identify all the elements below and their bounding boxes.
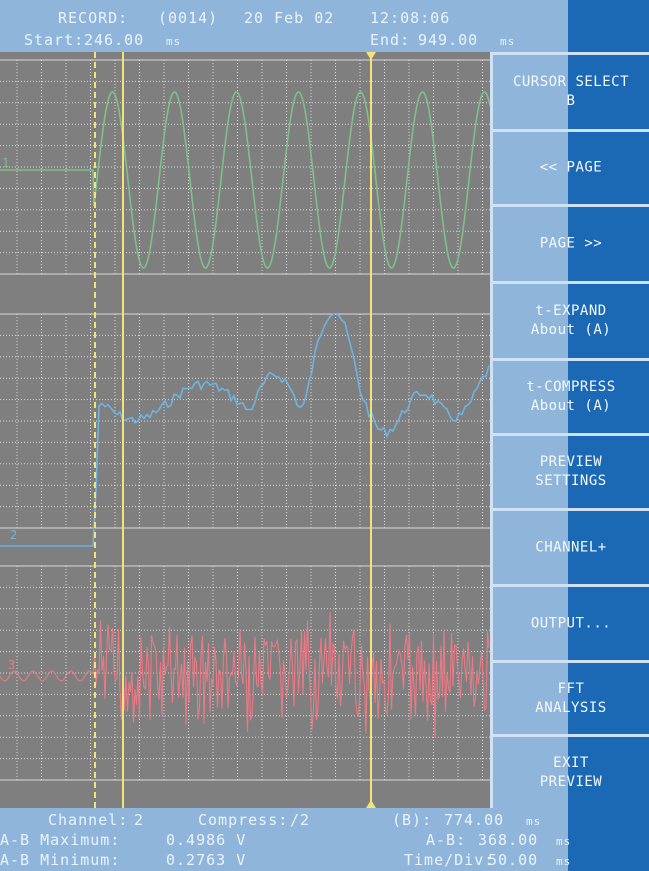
ab-value: 368.00 [478, 831, 539, 849]
cursor-line-left[interactable] [122, 52, 124, 808]
cursor-b-bottom-marker [366, 800, 376, 808]
b-value: 774.00 [444, 811, 505, 829]
output-label: OUTPUT... [530, 615, 612, 631]
exit-preview-label: EXIT PREVIEW [539, 754, 603, 790]
ab-minimum-value: 0.2763 V [166, 851, 247, 869]
page-forward-button[interactable]: PAGE >> [490, 204, 649, 281]
cursor-select-button[interactable]: CURSOR SELECT B [490, 52, 649, 129]
measurement-footer: Channel: 2 Compress: /2 (B): 774.00 ms A… [0, 808, 572, 871]
page-back-label: << PAGE [539, 159, 603, 176]
t-compress-button[interactable]: t-COMPRESS About (A) [490, 358, 649, 433]
start-value: 246.00 [84, 31, 145, 49]
start-unit: ms [166, 35, 182, 48]
channel-label: Channel: [48, 811, 129, 829]
preview-settings-button[interactable]: PREVIEW SETTINGS [490, 433, 649, 508]
ab-maximum-value: 0.4986 V [166, 831, 247, 849]
t-compress-label: t-COMPRESS About (A) [526, 379, 616, 414]
record-date: 20 Feb 02 [244, 9, 335, 27]
page-forward-label: PAGE >> [539, 235, 603, 252]
b-label: (B): [392, 811, 433, 829]
cursor-b-top-marker [366, 52, 376, 60]
channel-1-label: 1 [2, 156, 10, 170]
record-id: (0014) [158, 9, 219, 27]
ab-minimum-label: A-B Minimum: [0, 851, 121, 869]
fft-analysis-button[interactable]: FFT ANALYSIS [490, 660, 649, 734]
ab-label: A-B: [426, 831, 467, 849]
channel-2-label: 2 [10, 528, 18, 542]
end-value: 949.00 [418, 31, 479, 49]
exit-preview-button[interactable]: EXIT PREVIEW [490, 734, 649, 808]
softkey-panel: CURSOR SELECT B << PAGE PAGE >> t-EXPAND… [490, 52, 649, 808]
start-label: Start: [24, 31, 85, 49]
channel-2-trace [0, 312, 490, 547]
t-expand-button[interactable]: t-EXPAND About (A) [490, 281, 649, 358]
cursor-b-line[interactable] [370, 52, 372, 808]
ab-maximum-label: A-B Maximum: [0, 831, 121, 849]
plot-grid [0, 59, 490, 781]
time-div-label: Time/Div: [404, 851, 495, 869]
record-label: RECORD: [58, 9, 129, 27]
channel-1-trace [0, 91, 490, 269]
ab-unit: ms [556, 835, 572, 848]
channel-value: 2 [134, 811, 145, 829]
end-label: End: [370, 31, 411, 49]
preview-settings-label: PREVIEW SETTINGS [535, 454, 607, 489]
compress-value: /2 [290, 811, 311, 829]
compress-label: Compress: [198, 811, 289, 829]
channel-plus-label: CHANNEL+ [535, 539, 607, 555]
record-header: RECORD: (0014) 20 Feb 02 12:08:06 Start:… [0, 0, 568, 52]
b-unit: ms [526, 815, 542, 828]
end-unit: ms [500, 35, 516, 48]
channel-3-label: 3 [8, 658, 16, 672]
page-back-button[interactable]: << PAGE [490, 129, 649, 204]
time-div-value: 50.00 [488, 851, 539, 869]
cursor-select-label: CURSOR SELECT B [512, 74, 630, 109]
t-expand-label: t-EXPAND About (A) [530, 303, 612, 338]
channel-3-trace [0, 612, 490, 738]
channel-plus-button[interactable]: CHANNEL+ [490, 508, 649, 584]
fft-analysis-label: FFT ANALYSIS [535, 680, 607, 716]
time-div-unit: ms [556, 855, 572, 868]
output-button[interactable]: OUTPUT... [490, 584, 649, 660]
waveform-svg [0, 59, 490, 781]
cursor-a-marker[interactable] [94, 52, 96, 808]
record-time: 12:08:06 [370, 9, 451, 27]
waveform-display[interactable]: 1 2 3 [0, 52, 490, 808]
